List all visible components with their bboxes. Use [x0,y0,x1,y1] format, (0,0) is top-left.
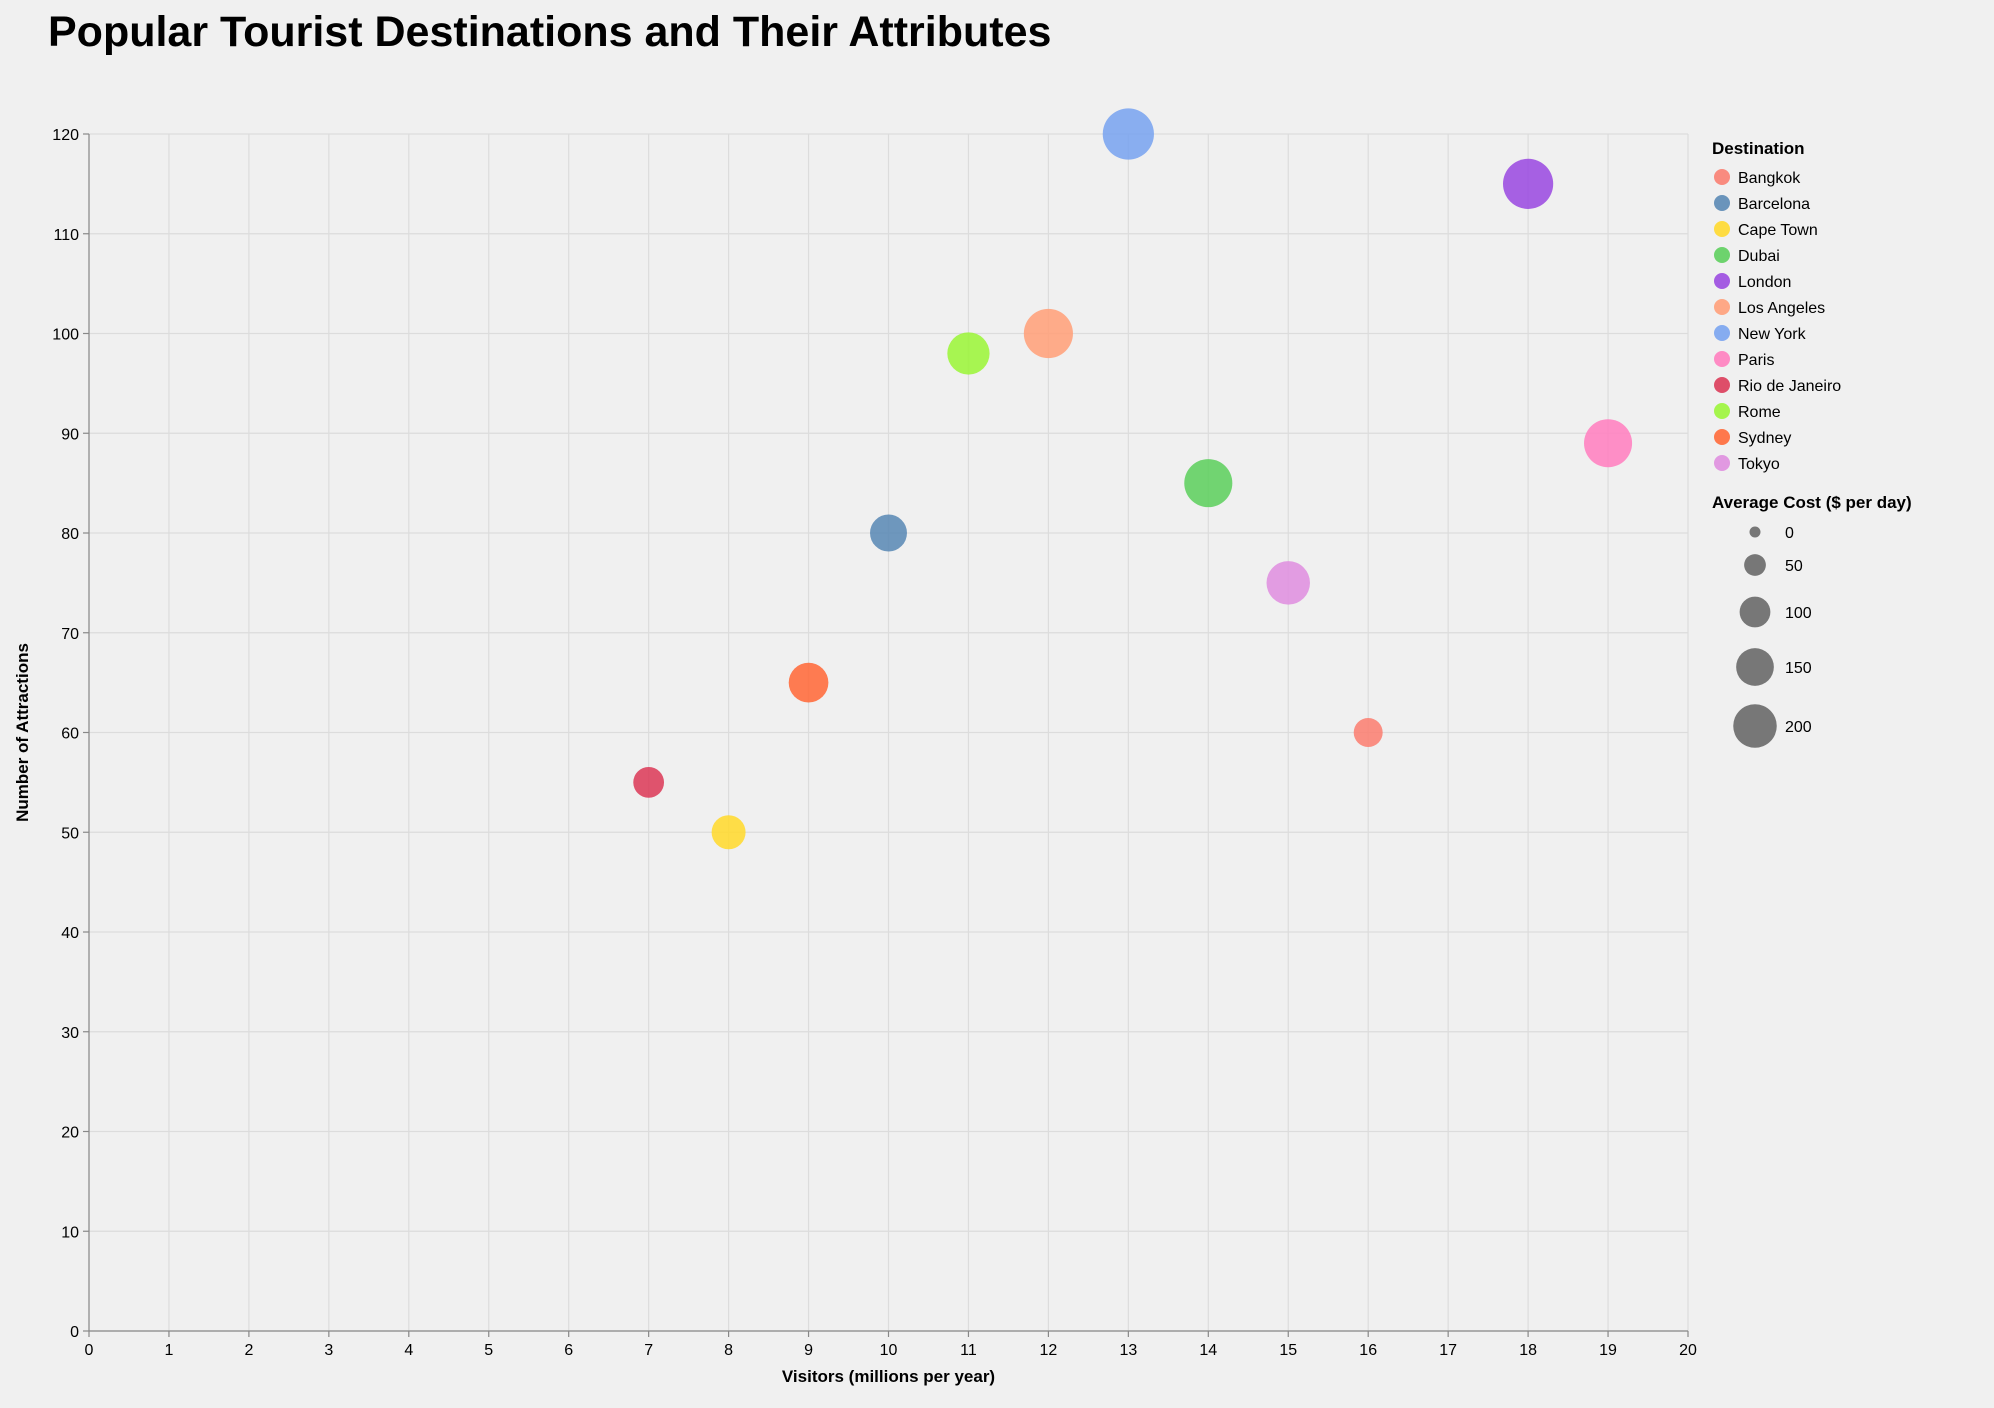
legend-swatch [1714,169,1730,185]
y-tick-label: 110 [53,227,79,244]
point-bangkok [1353,718,1383,747]
legend-label: Cape Town [1738,222,1818,239]
x-tick-label: 11 [960,1342,977,1359]
y-axis-ticks: 0 10 20 30 40 50 60 70 80 90 100 110 120 [52,127,89,1341]
legend-swatch [1714,377,1730,393]
point-new-york [1102,108,1154,160]
y-tick-label: 20 [61,1125,79,1142]
legend-swatch [1714,455,1730,471]
destination-legend: Destination Bangkok Barcelona Cape Town Dub… [1712,139,1841,473]
x-tick-label: 1 [164,1342,173,1359]
legend-swatch [1714,429,1730,445]
x-tick-label: 5 [484,1342,493,1359]
x-tick-label: 9 [804,1342,813,1359]
y-tick-label: 10 [61,1224,79,1241]
y-tick-label: 60 [61,726,79,743]
legend-label: Rio de Janeiro [1738,378,1841,395]
point-cape-town [711,815,746,850]
y-tick-label: 80 [61,526,79,543]
legend-label: Barcelona [1738,196,1810,213]
legend-swatch [1714,273,1730,289]
size-legend-symbol [1749,526,1761,538]
size-legend-label: 150 [1785,660,1812,677]
point-london [1503,158,1554,209]
legend-label: Dubai [1738,248,1780,265]
x-tick-label: 3 [324,1342,333,1359]
legend-swatch [1714,299,1730,315]
x-tick-label: 10 [880,1342,898,1359]
point-dubai [1184,459,1233,508]
cost-legend-title: Average Cost ($ per day) [1712,493,1912,512]
x-tick-label: 0 [85,1342,94,1359]
y-tick-label: 90 [61,426,79,443]
point-paris [1584,419,1633,468]
data-points [633,108,1633,850]
size-legend-label: 100 [1785,605,1812,622]
x-tick-label: 20 [1679,1342,1697,1359]
y-tick-label: 30 [61,1025,79,1042]
y-tick-label: 70 [61,626,79,643]
x-axis-ticks: 0 1 2 3 4 5 6 7 8 9 10 11 12 13 14 15 16 17 18 19 20 [85,1331,1697,1359]
legend-label: Bangkok [1738,170,1801,187]
point-rome [947,332,990,375]
size-legend-label: 200 [1785,719,1812,736]
point-rio-de-janeiro [633,767,665,798]
y-tick-label: 0 [70,1324,79,1341]
size-legend-symbol [1744,554,1766,576]
point-los-angeles [1023,308,1073,359]
point-barcelona [870,514,907,552]
y-tick-label: 50 [61,825,79,842]
x-tick-label: 15 [1279,1342,1297,1359]
x-tick-label: 8 [724,1342,733,1359]
x-tick-label: 18 [1519,1342,1537,1359]
size-legend-symbol [1739,596,1771,628]
size-legend-label: 0 [1785,525,1794,542]
legend-swatch [1714,403,1730,419]
legend-label: Paris [1738,352,1774,369]
legend-swatch [1714,325,1730,341]
size-legend-symbol [1736,648,1774,686]
size-legend-label: 50 [1785,558,1803,575]
destination-legend-title: Destination [1712,139,1805,158]
x-tick-label: 6 [564,1342,573,1359]
y-tick-label: 40 [61,925,79,942]
x-tick-label: 17 [1439,1342,1457,1359]
x-tick-label: 7 [644,1342,653,1359]
grid [88,133,1689,1332]
x-tick-label: 14 [1199,1342,1217,1359]
x-tick-label: 12 [1040,1342,1058,1359]
legend-swatch [1714,247,1730,263]
legend-label: London [1738,274,1791,291]
point-sydney [788,662,829,703]
x-tick-label: 2 [244,1342,253,1359]
legend-swatch [1714,195,1730,211]
point-tokyo [1266,561,1310,605]
legend-label: Los Angeles [1738,300,1825,317]
legend-label: Rome [1738,404,1781,421]
legend-label: Tokyo [1738,456,1780,473]
x-tick-label: 16 [1359,1342,1377,1359]
y-axis-title: Number of Attractions [13,643,32,822]
legend-swatch [1714,221,1730,237]
cost-legend: Average Cost ($ per day) 0 50 100 150 200 [1712,493,1912,748]
x-tick-label: 13 [1119,1342,1137,1359]
legend-label: Sydney [1738,430,1791,447]
y-tick-label: 100 [52,327,79,344]
size-legend-symbol [1733,704,1777,748]
x-tick-label: 4 [404,1342,413,1359]
x-tick-label: 19 [1599,1342,1617,1359]
y-tick-label: 120 [52,127,79,144]
chart-title: Popular Tourist Destinations and Their A… [48,8,1051,56]
legend-label: New York [1738,326,1807,343]
x-axis-title: Visitors (millions per year) [782,1367,995,1386]
legend-swatch [1714,351,1730,367]
